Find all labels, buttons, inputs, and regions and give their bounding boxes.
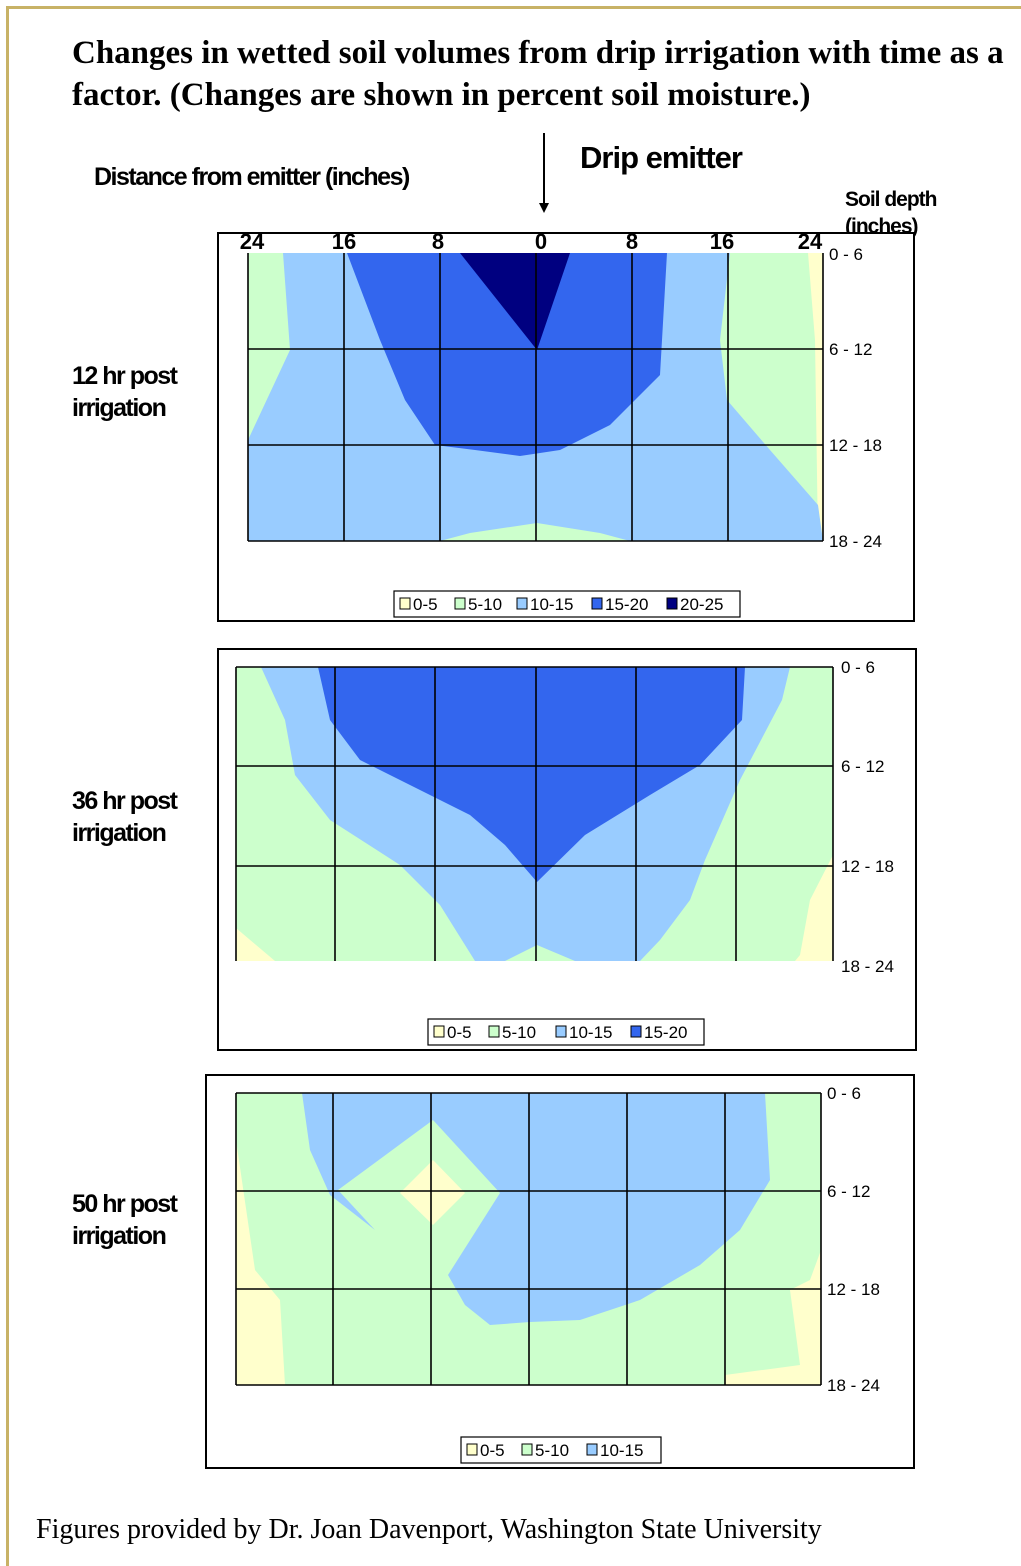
y-tick: 18 - 24 xyxy=(829,532,882,551)
panel-label-line2: irrigation xyxy=(72,819,167,847)
drip-emitter-label: Drip emitter xyxy=(580,140,743,175)
figure-caption: Figures provided by Dr. Joan Davenport, … xyxy=(36,1514,822,1545)
legend-label: 5-10 xyxy=(502,1023,536,1042)
legend-label: 5-10 xyxy=(468,595,502,614)
panel-label-12hr: 12 hr post irrigation xyxy=(72,360,178,424)
emitter-arrow xyxy=(539,133,549,213)
legend-label: 15-20 xyxy=(644,1023,687,1042)
band-15-20 xyxy=(318,667,745,882)
y-tick: 18 - 24 xyxy=(827,1376,880,1395)
y-tick: 12 - 18 xyxy=(841,857,894,876)
band-0-5 xyxy=(725,1250,821,1385)
panel-label-line2: irrigation xyxy=(72,1222,167,1250)
x-tick: 16 xyxy=(710,229,734,254)
x-tick: 8 xyxy=(432,229,444,254)
legend-label: 0-5 xyxy=(447,1023,472,1042)
legend-label: 10-15 xyxy=(600,1441,643,1460)
panel-label-line1: 12 hr post xyxy=(72,362,178,390)
legend-swatch xyxy=(433,1025,445,1038)
x-tick: 8 xyxy=(626,229,638,254)
legend-label: 0-5 xyxy=(413,595,438,614)
x-tick: 16 xyxy=(332,229,356,254)
page-title: Changes in wetted soil volumes from drip… xyxy=(72,35,1004,113)
grid xyxy=(247,253,824,542)
grid xyxy=(235,666,834,961)
legend-swatch xyxy=(555,1025,567,1038)
y-ticks: 0 - 6 6 - 12 12 - 18 18 - 24 xyxy=(829,245,882,551)
band-0-5 xyxy=(236,928,275,961)
legend-label: 10-15 xyxy=(530,595,573,614)
legend-swatch xyxy=(466,1443,478,1456)
legend-swatch xyxy=(488,1025,500,1038)
page-frame xyxy=(6,6,1021,1566)
y-tick: 6 - 12 xyxy=(827,1182,870,1201)
y-ticks: 0 - 6 6 - 12 12 - 18 18 - 24 xyxy=(841,658,894,976)
y-tick: 6 - 12 xyxy=(841,757,884,776)
legend-swatch xyxy=(586,1443,598,1456)
chart-36hr: 0 - 6 6 - 12 12 - 18 18 - 24 0-5 5-10 10… xyxy=(217,648,917,1051)
legend-label: 0-5 xyxy=(480,1441,505,1460)
panel-label-line2: irrigation xyxy=(72,394,167,422)
panel-label-line1: 50 hr post xyxy=(72,1190,178,1218)
chart-12hr: 24 16 8 0 8 16 24 0 - 6 6 - 12 12 - 18 1… xyxy=(217,229,915,622)
band-0-5 xyxy=(400,1160,465,1225)
y-tick: 18 - 24 xyxy=(841,957,894,976)
x-tick: 24 xyxy=(240,229,265,254)
x-tick: 0 xyxy=(535,229,547,254)
panel-label-line1: 36 hr post xyxy=(72,787,178,815)
legend: 0-5 5-10 10-15 15-20 xyxy=(427,1018,705,1046)
y-tick: 0 - 6 xyxy=(829,245,863,264)
legend-label: 15-20 xyxy=(605,595,648,614)
panel-label-50hr: 50 hr post irrigation xyxy=(72,1188,178,1252)
soil-depth-label-line1: Soil depth xyxy=(845,188,937,211)
band-10-15 xyxy=(302,1093,770,1325)
band-5-10 xyxy=(440,523,630,541)
legend-label: 5-10 xyxy=(535,1441,569,1460)
band-20-25 xyxy=(460,253,570,350)
x-tick: 24 xyxy=(798,229,823,254)
legend-swatch xyxy=(591,597,603,610)
legend-label: 10-15 xyxy=(569,1023,612,1042)
y-tick: 0 - 6 xyxy=(827,1084,861,1103)
legend-swatch xyxy=(516,597,528,610)
y-tick: 12 - 18 xyxy=(827,1280,880,1299)
band-0-5 xyxy=(236,1140,285,1385)
band-0-5 xyxy=(808,253,823,541)
legend-swatch xyxy=(454,597,466,610)
legend-swatch xyxy=(521,1443,533,1456)
legend-label: 20-25 xyxy=(680,595,723,614)
y-tick: 12 - 18 xyxy=(829,436,882,455)
grid xyxy=(235,1092,822,1386)
x-ticks: 24 16 8 0 8 16 24 xyxy=(240,229,823,254)
panel-label-36hr: 36 hr post irrigation xyxy=(72,785,178,849)
legend-swatch xyxy=(399,597,411,610)
legend-swatch xyxy=(666,597,678,610)
y-tick: 0 - 6 xyxy=(841,658,875,677)
distance-axis-label: Distance from emitter (inches) xyxy=(94,163,410,191)
legend: 0-5 5-10 10-15 15-20 20-25 xyxy=(393,590,741,618)
legend: 0-5 5-10 10-15 xyxy=(460,1436,662,1464)
y-tick: 6 - 12 xyxy=(829,340,872,359)
chart-50hr: 0 - 6 6 - 12 12 - 18 18 - 24 0-5 5-10 10… xyxy=(205,1074,915,1469)
legend-swatch xyxy=(630,1025,642,1038)
band-15-20 xyxy=(347,253,667,456)
band-0-5 xyxy=(795,855,833,961)
y-ticks: 0 - 6 6 - 12 12 - 18 18 - 24 xyxy=(827,1084,880,1395)
